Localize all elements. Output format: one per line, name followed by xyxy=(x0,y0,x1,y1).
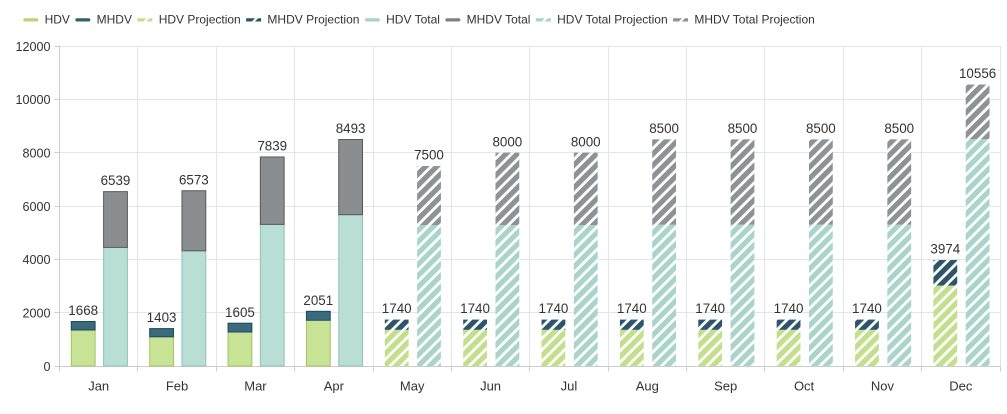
svg-text:8500: 8500 xyxy=(649,121,679,136)
svg-text:6573: 6573 xyxy=(179,172,209,187)
svg-text:4000: 4000 xyxy=(22,253,50,267)
svg-text:Aug: Aug xyxy=(636,379,659,394)
svg-text:HDV Projection: HDV Projection xyxy=(159,12,241,26)
svg-text:2051: 2051 xyxy=(303,293,333,308)
svg-text:HDV Total: HDV Total xyxy=(386,12,440,26)
svg-text:12000: 12000 xyxy=(15,40,50,54)
svg-text:Dec: Dec xyxy=(949,379,973,394)
svg-text:Jun: Jun xyxy=(480,379,501,394)
svg-text:8500: 8500 xyxy=(806,121,836,136)
svg-text:1740: 1740 xyxy=(460,301,490,316)
svg-text:0: 0 xyxy=(43,360,50,374)
svg-text:10000: 10000 xyxy=(15,93,50,107)
svg-text:Feb: Feb xyxy=(166,379,188,394)
svg-text:6539: 6539 xyxy=(101,173,131,188)
svg-text:MHDV Total Projection: MHDV Total Projection xyxy=(694,12,815,26)
svg-text:1740: 1740 xyxy=(539,301,569,316)
svg-text:7839: 7839 xyxy=(257,139,287,154)
svg-text:Apr: Apr xyxy=(324,379,345,394)
svg-text:Sep: Sep xyxy=(714,379,737,394)
svg-text:8493: 8493 xyxy=(336,121,366,136)
svg-text:1740: 1740 xyxy=(852,301,882,316)
svg-text:2000: 2000 xyxy=(22,306,50,320)
svg-text:8500: 8500 xyxy=(728,121,758,136)
svg-text:1403: 1403 xyxy=(147,310,177,325)
svg-text:1668: 1668 xyxy=(68,303,98,318)
svg-text:Jul: Jul xyxy=(561,379,578,394)
svg-text:Jan: Jan xyxy=(88,379,109,394)
svg-text:MHDV Total: MHDV Total xyxy=(467,12,531,26)
svg-text:8000: 8000 xyxy=(22,146,50,160)
svg-text:1740: 1740 xyxy=(617,301,647,316)
svg-text:HDV: HDV xyxy=(45,12,70,26)
svg-text:May: May xyxy=(400,379,425,394)
svg-text:8000: 8000 xyxy=(571,134,601,149)
svg-text:3974: 3974 xyxy=(930,242,960,257)
svg-text:Oct: Oct xyxy=(794,379,815,394)
svg-text:MHDV: MHDV xyxy=(97,12,132,26)
svg-text:MHDV Projection: MHDV Projection xyxy=(267,12,359,26)
svg-text:Mar: Mar xyxy=(244,379,267,394)
svg-text:8500: 8500 xyxy=(884,121,914,136)
svg-text:6000: 6000 xyxy=(22,200,50,214)
svg-text:1740: 1740 xyxy=(695,301,725,316)
svg-text:1740: 1740 xyxy=(774,301,804,316)
svg-text:HDV Total Projection: HDV Total Projection xyxy=(557,12,668,26)
svg-text:1740: 1740 xyxy=(382,301,412,316)
svg-text:8000: 8000 xyxy=(492,134,522,149)
svg-text:Nov: Nov xyxy=(871,379,895,394)
svg-text:1605: 1605 xyxy=(225,305,255,320)
svg-text:10556: 10556 xyxy=(959,66,996,81)
svg-text:7500: 7500 xyxy=(414,148,444,163)
